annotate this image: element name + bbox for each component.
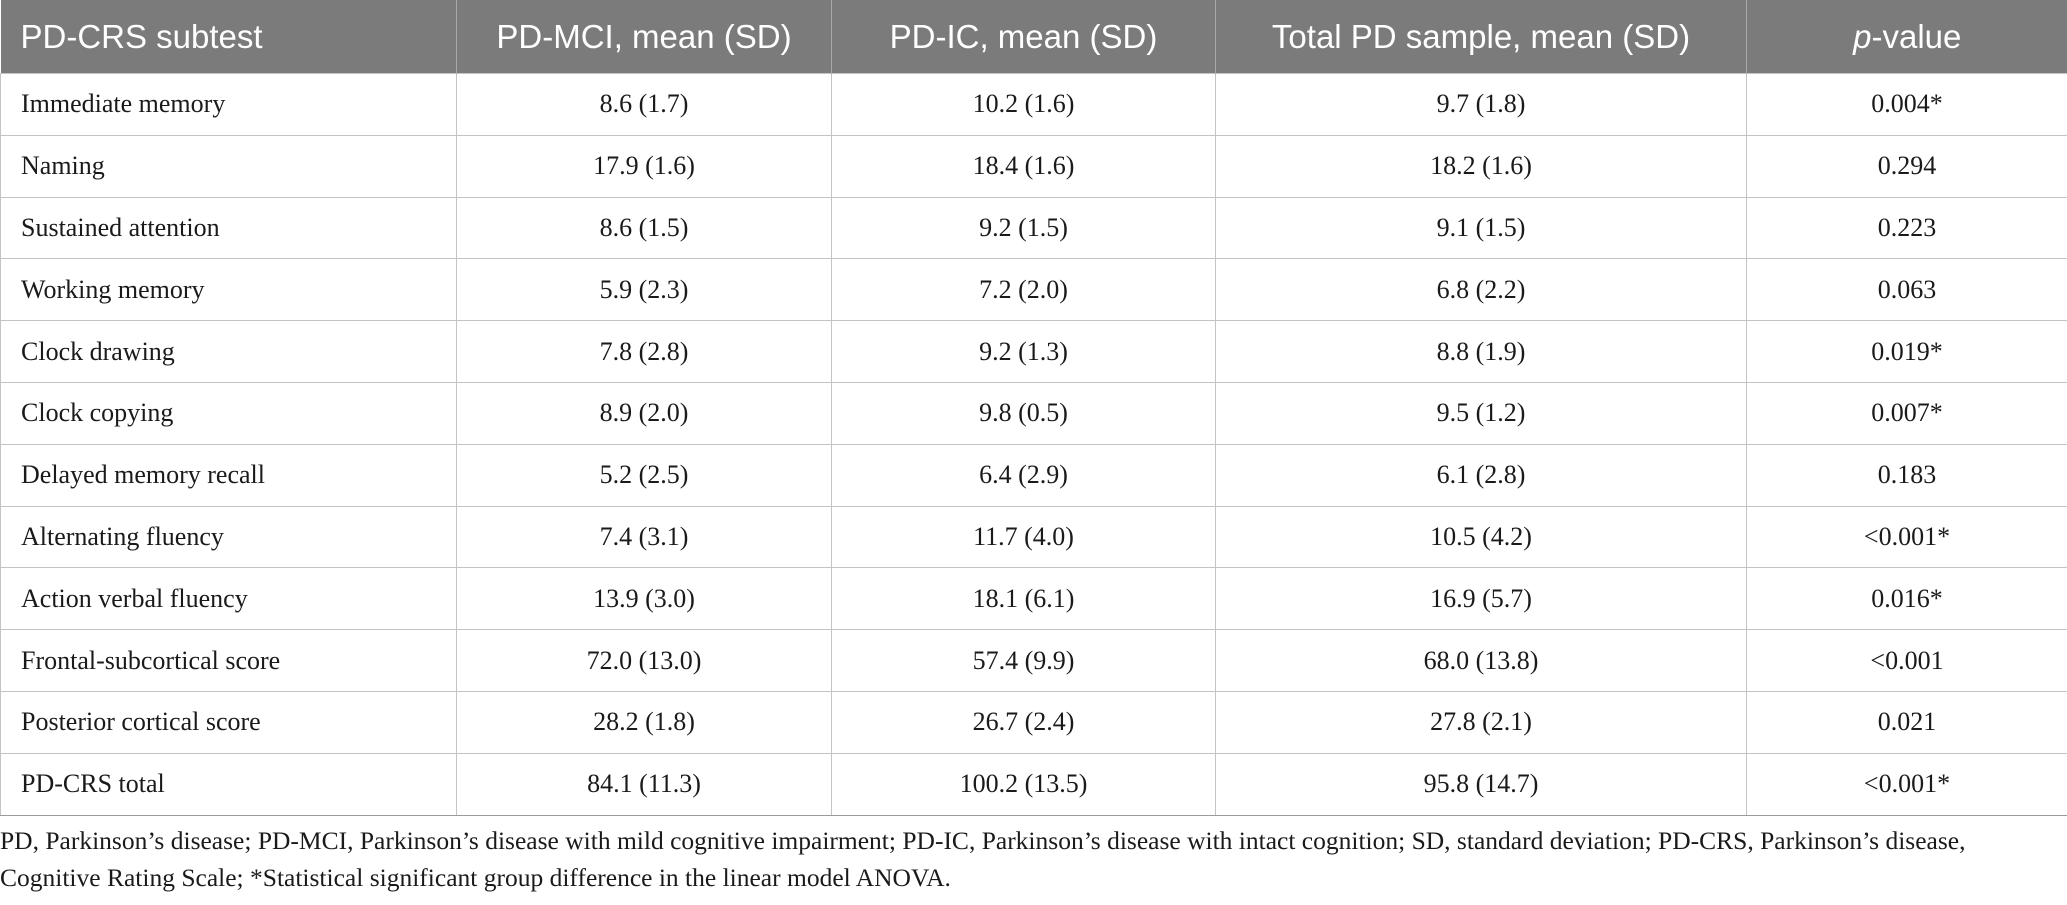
p-value-cell: 0.019* — [1746, 320, 2067, 383]
column-header-text: PD-MCI, mean (SD) — [496, 17, 792, 55]
pd-ic-cell: 9.8 (0.5) — [831, 381, 1216, 445]
pd-mci-cell: 28.2 (1.8) — [456, 690, 832, 754]
pd-ic-cell: 9.2 (1.3) — [831, 320, 1216, 383]
pd-mci-cell: 8.6 (1.7) — [456, 73, 832, 136]
pd-mci-cell: 5.9 (2.3) — [456, 258, 832, 322]
subtest-cell: Clock drawing — [0, 320, 457, 383]
subtest-cell: Sustained attention — [0, 196, 457, 260]
subtest-cell: Action verbal fluency — [0, 567, 457, 631]
subtest-cell: Working memory — [0, 258, 457, 322]
header-pd-mci: PD-MCI, mean (SD) — [456, 0, 832, 74]
total-pd-cell: 6.1 (2.8) — [1215, 443, 1747, 507]
subtest-cell: Posterior cortical score — [0, 690, 457, 754]
column-header-text: PD-IC, mean (SD) — [889, 17, 1158, 55]
pd-mci-cell: 8.6 (1.5) — [456, 196, 832, 260]
table-row: Delayed memory recall 5.2 (2.5) 6.4 (2.9) 6… — [0, 443, 2067, 507]
pd-mci-cell: 72.0 (13.0) — [456, 629, 832, 692]
table-row: Action verbal fluency 13.9 (3.0) 18.1 (6.1… — [0, 567, 2067, 631]
p-value-cell: <0.001* — [1746, 752, 2067, 816]
pd-ic-cell: 100.2 (13.5) — [831, 752, 1216, 816]
pd-mci-cell: 13.9 (3.0) — [456, 567, 832, 631]
pd-ic-cell: 9.2 (1.5) — [831, 196, 1216, 260]
pd-ic-cell: 18.4 (1.6) — [831, 134, 1216, 198]
column-header-text: Total PD sample, mean (SD) — [1271, 17, 1691, 55]
p-value-cell: <0.001* — [1746, 505, 2067, 569]
table-row: Naming 17.9 (1.6) 18.4 (1.6) 18.2 (1.6) 0.29… — [0, 134, 2067, 198]
column-header-text: PD-CRS subtest — [20, 17, 263, 55]
header-pd-ic: PD-IC, mean (SD) — [831, 0, 1216, 74]
table-row: Sustained attention 8.6 (1.5) 9.2 (1.5) 9.1… — [0, 196, 2067, 260]
total-pd-cell: 6.8 (2.2) — [1215, 258, 1747, 322]
table-row: Clock drawing 7.8 (2.8) 9.2 (1.3) 8.8 (1.9)… — [0, 320, 2067, 383]
table-row: Alternating fluency 7.4 (3.1) 11.7 (4.0) 10… — [0, 505, 2067, 569]
total-pd-cell: 9.5 (1.2) — [1215, 381, 1747, 445]
table-row: Clock copying 8.9 (2.0) 9.8 (0.5) 9.5 (1.2)… — [0, 381, 2067, 445]
pd-mci-cell: 7.8 (2.8) — [456, 320, 832, 383]
total-pd-cell: 18.2 (1.6) — [1215, 134, 1747, 198]
pd-ic-cell: 26.7 (2.4) — [831, 690, 1216, 754]
column-header-italic-text: p — [1853, 17, 1872, 55]
pd-mci-cell: 7.4 (3.1) — [456, 505, 832, 569]
subtest-cell: Clock copying — [0, 381, 457, 445]
subtest-cell: Frontal-subcortical score — [0, 629, 457, 692]
pd-ic-cell: 18.1 (6.1) — [831, 567, 1216, 631]
pd-mci-cell: 5.2 (2.5) — [456, 443, 832, 507]
subtest-cell: Delayed memory recall — [0, 443, 457, 507]
table-row: PD-CRS total 84.1 (11.3) 100.2 (13.5) 95.8 … — [0, 752, 2067, 816]
p-value-cell: <0.001 — [1746, 629, 2067, 692]
header-row: PD-CRS subtest PD-MCI, mean (SD) PD-IC, me… — [0, 0, 2067, 74]
p-value-cell: 0.016* — [1746, 567, 2067, 631]
subtest-cell: Alternating fluency — [0, 505, 457, 569]
pd-ic-cell: 10.2 (1.6) — [831, 73, 1216, 136]
p-value-cell: 0.021 — [1746, 690, 2067, 754]
total-pd-cell: 8.8 (1.9) — [1215, 320, 1747, 383]
pd-crs-results-table: PD-CRS subtest PD-MCI, mean (SD) PD-IC, me… — [0, 0, 2067, 816]
table-row: Immediate memory 8.6 (1.7) 10.2 (1.6) 9.7 (… — [0, 73, 2067, 136]
pd-ic-cell: 57.4 (9.9) — [831, 629, 1216, 692]
p-value-cell: 0.004* — [1746, 73, 2067, 136]
total-pd-cell: 9.1 (1.5) — [1215, 196, 1747, 260]
total-pd-cell: 68.0 (13.8) — [1215, 629, 1747, 692]
header-subtest: PD-CRS subtest — [0, 0, 457, 74]
table-row: Posterior cortical score 28.2 (1.8) 26.7 (… — [0, 690, 2067, 754]
p-value-cell: 0.183 — [1746, 443, 2067, 507]
total-pd-cell: 16.9 (5.7) — [1215, 567, 1747, 631]
table-header: PD-CRS subtest PD-MCI, mean (SD) PD-IC, me… — [0, 0, 2067, 74]
subtest-cell: Naming — [0, 134, 457, 198]
p-value-cell: 0.007* — [1746, 381, 2067, 445]
total-pd-cell: 10.5 (4.2) — [1215, 505, 1747, 569]
subtest-cell: Immediate memory — [0, 73, 457, 136]
column-header-suffix-text: -value — [1871, 17, 1962, 55]
header-total-pd: Total PD sample, mean (SD) — [1215, 0, 1747, 74]
pd-mci-cell: 17.9 (1.6) — [456, 134, 832, 198]
table-row: Frontal-subcortical score 72.0 (13.0) 57.4… — [0, 629, 2067, 692]
subtest-cell: PD-CRS total — [0, 752, 457, 816]
header-p-value: p-value — [1746, 0, 2067, 74]
table-footnote: PD, Parkinson’s disease; PD-MCI, Parkins… — [0, 826, 1966, 892]
pd-ic-cell: 6.4 (2.9) — [831, 443, 1216, 507]
total-pd-cell: 95.8 (14.7) — [1215, 752, 1747, 816]
table-body: Immediate memory 8.6 (1.7) 10.2 (1.6) 9.7 (… — [0, 73, 2067, 816]
total-pd-cell: 27.8 (2.1) — [1215, 690, 1747, 754]
pd-ic-cell: 11.7 (4.0) — [831, 505, 1216, 569]
p-value-cell: 0.294 — [1746, 134, 2067, 198]
pd-mci-cell: 8.9 (2.0) — [456, 381, 832, 445]
pd-ic-cell: 7.2 (2.0) — [831, 258, 1216, 322]
results-table-container: PD-CRS subtest PD-MCI, mean (SD) PD-IC, me… — [0, 0, 2067, 816]
pd-mci-cell: 84.1 (11.3) — [456, 752, 832, 816]
total-pd-cell: 9.7 (1.8) — [1215, 73, 1747, 136]
p-value-cell: 0.063 — [1746, 258, 2067, 322]
p-value-cell: 0.223 — [1746, 196, 2067, 260]
table-row: Working memory 5.9 (2.3) 7.2 (2.0) 6.8 (2.2… — [0, 258, 2067, 322]
